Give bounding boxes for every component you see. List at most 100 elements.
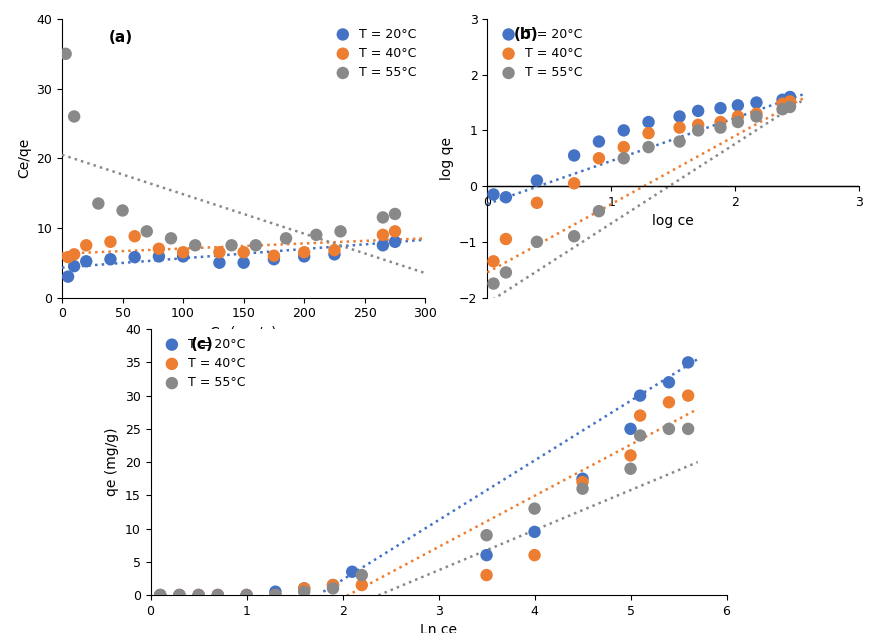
T = 55°C — [268, 590, 283, 600]
T = 55°C — [592, 206, 606, 216]
T = 55°C — [530, 237, 544, 247]
T = 20°C — [681, 357, 696, 367]
T = 20°C — [152, 251, 166, 261]
T = 55°C — [750, 111, 764, 122]
T = 20°C — [237, 258, 251, 268]
T = 40°C — [486, 256, 501, 266]
T = 40°C — [211, 590, 225, 600]
T = 55°C — [567, 231, 581, 241]
T = 20°C — [128, 252, 142, 262]
T = 55°C — [91, 199, 105, 209]
T = 55°C — [164, 234, 178, 244]
T = 40°C — [499, 234, 513, 244]
T = 55°C — [388, 209, 402, 219]
T = 40°C — [567, 179, 581, 189]
T = 55°C — [211, 590, 225, 600]
T = 20°C — [691, 106, 705, 116]
T = 40°C — [576, 477, 590, 487]
T = 55°C — [731, 117, 745, 127]
Y-axis label: log qe: log qe — [439, 137, 454, 180]
T = 20°C — [267, 254, 281, 265]
T = 55°C — [279, 234, 293, 244]
T = 40°C — [67, 249, 82, 260]
T = 20°C — [326, 580, 340, 590]
T = 40°C — [237, 247, 251, 257]
T = 20°C — [176, 251, 190, 261]
T = 20°C — [61, 272, 75, 282]
T = 55°C — [633, 430, 647, 441]
T = 20°C — [567, 151, 581, 161]
T = 55°C — [499, 267, 513, 277]
Text: (a): (a) — [109, 30, 134, 45]
T = 55°C — [140, 226, 154, 236]
T = 40°C — [479, 570, 494, 580]
T = 20°C — [576, 473, 590, 484]
T = 20°C — [713, 103, 727, 113]
Y-axis label: Ce/qe: Ce/qe — [17, 138, 31, 179]
T = 55°C — [486, 279, 501, 289]
T = 20°C — [662, 377, 676, 387]
T = 40°C — [750, 109, 764, 119]
T = 55°C — [527, 504, 541, 514]
T = 20°C — [67, 261, 82, 271]
T = 20°C — [775, 95, 789, 105]
T = 40°C — [641, 128, 656, 138]
T = 55°C — [576, 484, 590, 494]
T = 20°C — [530, 175, 544, 185]
T = 40°C — [592, 153, 606, 163]
T = 20°C — [213, 258, 227, 268]
T = 20°C — [641, 117, 656, 127]
T = 40°C — [354, 580, 369, 590]
T = 40°C — [327, 245, 341, 255]
T = 40°C — [624, 451, 638, 461]
T = 20°C — [633, 391, 647, 401]
T = 55°C — [783, 102, 797, 112]
T = 40°C — [388, 226, 402, 236]
T = 20°C — [479, 550, 494, 560]
T = 20°C — [783, 92, 797, 102]
T = 40°C — [775, 99, 789, 109]
T = 20°C — [297, 251, 311, 261]
T = 40°C — [191, 590, 206, 600]
T = 20°C — [624, 424, 638, 434]
T = 40°C — [326, 580, 340, 590]
T = 55°C — [691, 125, 705, 135]
Text: (c): (c) — [191, 337, 214, 352]
T = 20°C — [346, 567, 360, 577]
T = 40°C — [672, 123, 687, 133]
T = 20°C — [104, 254, 118, 265]
T = 40°C — [172, 590, 187, 600]
T = 55°C — [309, 230, 323, 240]
T = 55°C — [775, 104, 789, 115]
T = 20°C — [191, 590, 206, 600]
T = 55°C — [354, 570, 369, 580]
X-axis label: log ce: log ce — [652, 215, 695, 229]
X-axis label: Ln ce: Ln ce — [420, 624, 457, 633]
T = 55°C — [333, 226, 347, 236]
T = 20°C — [486, 189, 501, 199]
T = 20°C — [731, 100, 745, 110]
T = 40°C — [239, 590, 253, 600]
T = 40°C — [268, 590, 283, 600]
T = 55°C — [479, 530, 494, 541]
T = 20°C — [750, 97, 764, 108]
T = 20°C — [153, 590, 167, 600]
T = 55°C — [681, 424, 696, 434]
T = 55°C — [376, 213, 390, 223]
T = 55°C — [624, 463, 638, 473]
T = 40°C — [61, 252, 75, 262]
T = 40°C — [152, 244, 166, 254]
T = 40°C — [662, 398, 676, 408]
T = 40°C — [527, 550, 541, 560]
Legend: T = 20°C, T = 40°C, T = 55°C: T = 20°C, T = 40°C, T = 55°C — [328, 25, 419, 82]
X-axis label: Cₑ (mg/g): Cₑ (mg/g) — [210, 326, 277, 340]
T = 40°C — [713, 117, 727, 127]
T = 20°C — [388, 237, 402, 247]
T = 20°C — [327, 249, 341, 260]
T = 55°C — [326, 584, 340, 594]
T = 40°C — [530, 197, 544, 208]
Legend: T = 20°C, T = 40°C, T = 55°C: T = 20°C, T = 40°C, T = 55°C — [494, 25, 585, 82]
T = 55°C — [713, 123, 727, 133]
T = 40°C — [297, 584, 311, 594]
T = 20°C — [172, 590, 187, 600]
